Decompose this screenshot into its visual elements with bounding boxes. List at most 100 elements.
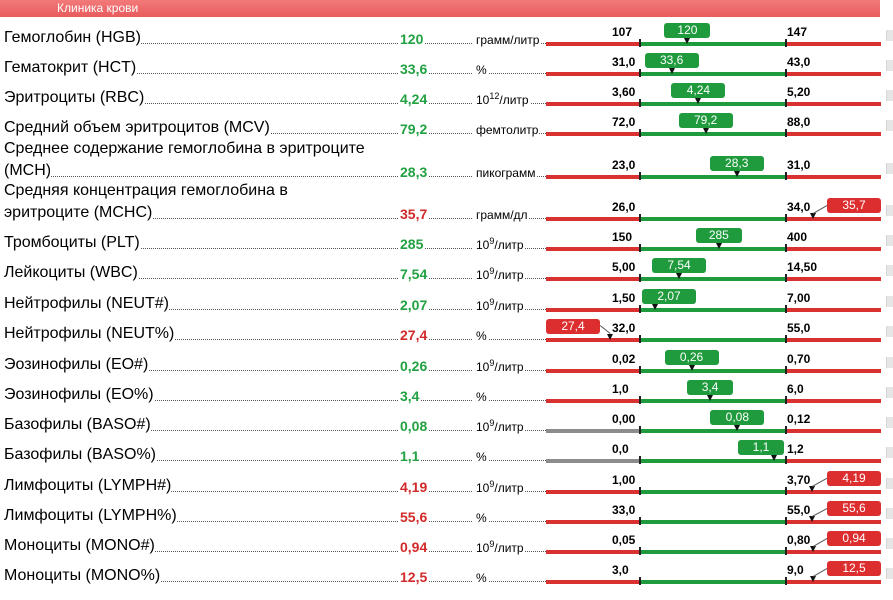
- test-name-line1: Средняя концентрация гемоглобина в: [4, 182, 288, 199]
- result-row: Гемоглобин (HGB) 120 грамм/литр 107 147 120: [0, 22, 893, 48]
- test-value-text: 7,54: [400, 266, 430, 282]
- test-value-text: 55,6: [400, 509, 430, 525]
- value-leader-line: [813, 568, 828, 577]
- test-name-text: Нейтрофилы (NEUT%): [4, 325, 175, 342]
- high-limit-tick: [785, 99, 787, 107]
- low-limit-label: 0,00: [612, 412, 636, 426]
- high-limit-label: 0,12: [787, 412, 811, 426]
- range-bar-normal: [640, 42, 786, 46]
- high-limit-tick: [785, 487, 787, 495]
- unit-base: %: [476, 63, 487, 77]
- value-pointer: [607, 334, 613, 340]
- range-bar-below: [546, 308, 640, 312]
- test-name-text: Базофилы (BASO%): [4, 446, 156, 463]
- range-bar-below: [546, 247, 640, 251]
- test-value-text: 28,3: [400, 164, 430, 180]
- test-unit: %: [476, 389, 546, 405]
- range-bar-above: [786, 338, 881, 342]
- edge-mark: [886, 478, 893, 489]
- result-row: Эозинофилы (EO%) 3,4% 1,0 6,0 3,4: [0, 379, 893, 405]
- test-unit-text: 109/литр: [476, 358, 525, 374]
- range-bar-normal: [640, 399, 786, 403]
- unit-leader: [476, 339, 546, 340]
- unit-base: %: [476, 571, 487, 585]
- name-leader: [4, 43, 398, 44]
- value-marker: 0,08: [710, 410, 765, 425]
- result-row: Моноциты (MONO%) 12,5% 3,0 9,0 12,5: [0, 560, 893, 586]
- edge-mark: [886, 538, 893, 549]
- test-unit-text: грамм/дл: [476, 208, 529, 222]
- range-bar-above: [786, 520, 881, 524]
- low-limit-tick: [639, 69, 641, 77]
- edge-mark: [886, 205, 893, 216]
- test-name-text: Эритроциты (RBC): [4, 89, 145, 106]
- value-leader: [400, 73, 472, 74]
- unit-leader: [476, 400, 546, 401]
- name-leader: [4, 430, 398, 431]
- range-bar-above: [786, 277, 881, 281]
- edge-mark: [886, 163, 893, 174]
- test-name-text: Базофилы (BASO#): [4, 416, 151, 433]
- value-pointer: [684, 38, 691, 44]
- test-value: 35,7: [400, 205, 472, 223]
- test-name: Нейтрофилы (NEUT#): [4, 294, 398, 314]
- test-name: Гематокрит (HCT): [4, 58, 398, 78]
- edge-mark: [886, 90, 893, 101]
- value-leader: [400, 278, 472, 279]
- low-limit-tick: [639, 456, 641, 464]
- test-name: Эозинофилы (EO%): [4, 385, 398, 405]
- edge-mark: [886, 296, 893, 307]
- unit-base: 10: [476, 93, 490, 107]
- edge-mark: [886, 120, 893, 131]
- test-name: Эритроциты (RBC): [4, 88, 398, 108]
- value-leader: [400, 176, 472, 177]
- low-limit-label: 0,05: [612, 533, 636, 547]
- test-name-text: Моноциты (MONO#): [4, 537, 155, 554]
- unit-base: %: [476, 329, 487, 343]
- test-value-text: 285: [400, 236, 426, 252]
- unit-base: 10: [476, 360, 490, 374]
- unit-leader: [476, 521, 546, 522]
- value-marker: 27,4: [546, 319, 600, 334]
- high-limit-tick: [785, 366, 787, 374]
- name-leader: [4, 278, 398, 279]
- value-leader: [400, 133, 472, 134]
- low-limit-label: 72,0: [612, 115, 636, 129]
- test-value: 3,4: [400, 387, 472, 405]
- unit-base: 10: [476, 268, 490, 282]
- range-bar-normal: [640, 520, 786, 524]
- result-row: Гематокрит (HCT) 33,6% 31,0 43,0 33,6: [0, 52, 893, 78]
- value-marker: 285: [695, 228, 742, 243]
- test-name-text: Лейкоциты (WBC): [4, 264, 138, 281]
- value-leader-line: [600, 325, 611, 334]
- edge-mark: [886, 265, 893, 276]
- test-name: Лимфоциты (LYMPH%): [4, 506, 398, 526]
- unit-base: 10: [476, 238, 490, 252]
- unit-base: фемтолитр: [476, 123, 539, 137]
- value-marker: 28,3: [709, 156, 764, 171]
- range-bar-normal: [640, 308, 786, 312]
- test-name-text: (MCH): [4, 162, 52, 179]
- test-value: 4,24: [400, 90, 472, 108]
- value-leader-line: [812, 508, 828, 517]
- unit-base: %: [476, 450, 487, 464]
- high-limit-label: 55,0: [787, 503, 811, 517]
- test-value: 27,4: [400, 326, 472, 344]
- test-value: 285: [400, 235, 472, 253]
- name-leader: [4, 218, 398, 219]
- unit-suffix: /литр: [494, 360, 524, 374]
- value-pointer: [688, 365, 695, 371]
- high-limit-label: 0,70: [787, 352, 811, 366]
- name-leader: [4, 309, 398, 310]
- value-marker: 12,5: [827, 561, 881, 576]
- high-limit-label: 43,0: [787, 55, 811, 69]
- test-value: 12,5: [400, 568, 472, 586]
- test-name-text: эритроците (MCHC): [4, 204, 153, 221]
- name-leader: [4, 491, 398, 492]
- test-value-text: 4,19: [400, 479, 430, 495]
- section-title: Клиника крови: [57, 1, 139, 15]
- test-unit: 109/литр: [476, 233, 546, 253]
- value-marker: 7,54: [652, 258, 707, 273]
- value-pointer: [809, 486, 816, 492]
- value-pointer: [702, 128, 709, 134]
